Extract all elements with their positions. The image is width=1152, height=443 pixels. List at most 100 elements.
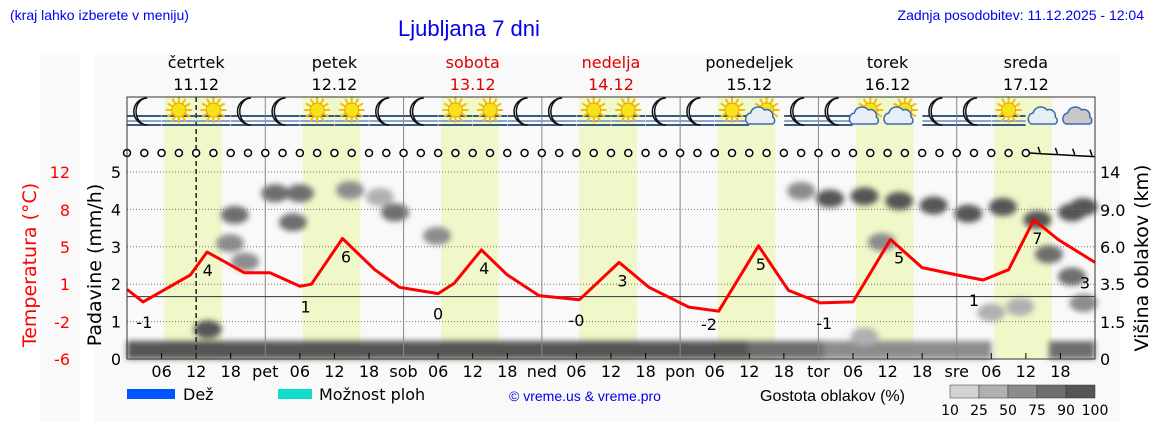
hour-tick-label: 06: [566, 362, 586, 381]
low-cloud-band: [127, 341, 750, 359]
credit-link[interactable]: © vreme.us & vreme.pro: [509, 388, 661, 404]
moon-fog-icon: [542, 97, 577, 126]
cloud-density-step: 75: [1028, 403, 1046, 419]
cloud-blob: [885, 191, 914, 210]
wind-calm-icon: [796, 148, 806, 158]
precip-tick-label: 1: [111, 313, 121, 332]
hour-tick-label: 12: [1016, 362, 1036, 381]
hour-tick-label: 18: [497, 362, 517, 381]
temperature-extreme-label: 3: [617, 271, 627, 290]
temperature-extreme-label: 6: [341, 247, 351, 266]
cloud-blob: [787, 182, 816, 200]
precip-tick-label: 4: [111, 200, 121, 219]
cloud-blob: [1069, 294, 1098, 312]
last-updated: Zadnja posodobitev: 11.12.2025 - 12:04: [897, 7, 1144, 23]
cloud-height-tick-label: 1.5: [1100, 313, 1125, 332]
cloud-blob: [988, 197, 1017, 216]
temperature-tick-label: 8: [60, 201, 70, 220]
day-name: torek: [867, 53, 909, 72]
page-title: Ljubljana 7 dni: [398, 16, 540, 41]
wind-calm-icon: [935, 148, 944, 158]
hour-tick-label: 06: [428, 362, 448, 381]
hour-tick-label: 12: [324, 362, 344, 381]
moon-fog-icon: [127, 97, 162, 126]
wind-calm-icon: [969, 148, 979, 158]
wind-barb-flag: [1072, 148, 1076, 155]
day-date: 17.12: [1003, 75, 1049, 94]
wind-calm-icon: [433, 148, 443, 158]
temperature-tick-label: 12: [50, 163, 70, 182]
wind-barb-icon: [1060, 154, 1078, 157]
cloud-blob: [977, 303, 1006, 322]
cloud-height-tick-label: 0: [1100, 350, 1110, 369]
cloud-icon: [1027, 106, 1058, 125]
cloud-density-swatch: [1007, 384, 1038, 399]
cloud-blob: [1057, 267, 1086, 286]
temperature-tick-label: -2: [54, 313, 70, 332]
wind-calm-icon: [468, 148, 477, 158]
day-date: 15.12: [726, 75, 772, 94]
day-abbr-tick: sob: [389, 362, 417, 381]
cloud-height-tick-label: 9.0: [1100, 201, 1125, 220]
cloud-blob: [422, 226, 451, 245]
wind-calm-icon: [554, 148, 564, 158]
day-name: nedelja: [582, 53, 641, 72]
temperature-extreme-label: 3: [1080, 273, 1090, 292]
day-name: ponedeljek: [705, 53, 794, 72]
wind-calm-icon: [243, 148, 253, 158]
day-name: četrtek: [168, 53, 226, 72]
wind-calm-icon: [589, 148, 598, 158]
cloud-blob: [278, 213, 307, 232]
wind-calm-icon: [693, 148, 702, 158]
wind-calm-icon: [226, 148, 235, 158]
wind-calm-icon: [451, 148, 460, 158]
moon-fog-icon: [922, 97, 957, 126]
cloud-blob: [220, 205, 249, 224]
hour-tick-label: 12: [739, 362, 759, 381]
sun-cloud-icon: [848, 97, 884, 125]
temperature-tick-label: -6: [54, 350, 70, 369]
cloud-height-tick-label: 14: [1100, 163, 1120, 182]
wind-calm-icon: [727, 148, 737, 158]
wind-calm-icon: [745, 148, 754, 158]
moon-fog-icon: [645, 97, 680, 126]
sun-cloud-icon: [745, 97, 780, 125]
cloud-blob: [919, 196, 948, 215]
wind-calm-icon: [779, 148, 789, 158]
precip-tick-label: 5: [111, 163, 121, 182]
day-name: sobota: [446, 53, 500, 72]
wind-calm-icon: [710, 148, 719, 158]
temperature-extreme-label: 5: [756, 255, 766, 274]
cloud-blob: [365, 188, 394, 207]
temperature-extreme-label: 1: [969, 291, 979, 310]
sun-fog-icon: [611, 97, 646, 126]
day-abbr-tick: pon: [665, 362, 695, 381]
wind-calm-icon: [952, 148, 961, 158]
cloud-blob: [1069, 197, 1098, 216]
temperature-extreme-label: 1: [301, 297, 311, 316]
wind-calm-icon: [883, 148, 892, 158]
cloud-density-step: 50: [999, 403, 1017, 419]
wind-calm-icon: [503, 148, 512, 158]
wind-calm-icon: [191, 148, 201, 158]
hour-tick-label: 06: [151, 362, 171, 381]
moon-fog-icon: [507, 97, 542, 126]
day-date: 11.12: [173, 75, 219, 94]
day-date: 13.12: [450, 75, 496, 94]
low-cloud-band: [749, 341, 825, 359]
cloud-height-tick-label: 6.0: [1100, 238, 1125, 257]
precipitation-axis-label: Padavine (mm/h): [84, 184, 106, 347]
temperature-extreme-label: 5: [894, 249, 904, 268]
temperature-extreme-label: 4: [479, 259, 489, 278]
wind-calm-icon: [157, 148, 166, 158]
wind-calm-icon: [278, 148, 287, 158]
wind-calm-icon: [416, 148, 426, 158]
cloud-density-step: 25: [970, 403, 988, 419]
day-abbr-tick: sre: [945, 362, 969, 381]
wind-barb-flag: [1089, 149, 1093, 156]
wind-calm-icon: [848, 148, 858, 158]
day-date: 14.12: [588, 75, 634, 94]
wind-calm-icon: [658, 148, 668, 158]
sun-fog-icon: [334, 97, 369, 126]
precip-tick-label: 0: [111, 350, 121, 369]
